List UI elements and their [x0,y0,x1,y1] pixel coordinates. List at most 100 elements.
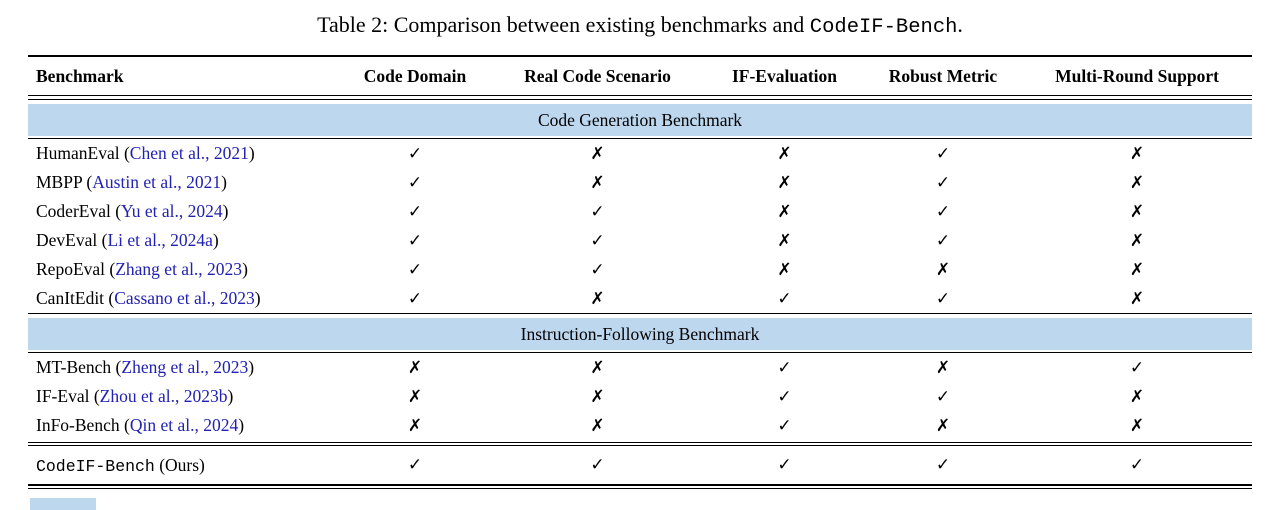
mark-multi-round: ✗ [1129,386,1145,407]
benchmark-label: HumanEval ( [36,143,130,163]
table-row-mbpp: MBPP (Austin et al., 2021) ✓ ✗ ✗ ✓ ✗ [28,168,1252,197]
citation-link[interactable]: Zheng et al., 2023 [121,357,249,377]
citation-link[interactable]: Yu et al., 2024 [121,201,223,221]
mark-robust-metric: ✓ [935,172,951,193]
citation-link[interactable]: Chen et al., 2021 [129,143,249,163]
mark-code-domain: ✓ [407,143,423,164]
mark-robust-metric: ✓ [935,386,951,407]
top-rule [28,55,1252,57]
mark-if-evaluation: ✗ [777,172,792,193]
mark-multi-round: ✗ [1129,172,1145,193]
benchmark-name: CoderEval (Yu et al., 2024) [28,201,340,222]
mark-robust-metric: ✗ [935,259,951,280]
codeif-bench-label: CodeIF-Bench [36,456,155,476]
bottom-rule-2 [28,488,1252,489]
band-rule [28,138,1252,139]
mark-multi-round: ✗ [1129,415,1145,436]
final-divider-rule-2 [28,445,1252,446]
col-header-robust-metric: Robust Metric [888,65,998,86]
benchmark-label-close: ) [254,288,261,308]
benchmark-label: MBPP ( [36,172,93,192]
benchmark-name: MT-Bench (Zheng et al., 2023) [28,357,340,378]
benchmark-label: CoderEval ( [36,201,122,221]
benchmark-label-close: ) [212,230,219,250]
citation-link[interactable]: Zhang et al., 2023 [115,259,243,279]
mark-code-domain: ✓ [407,230,423,251]
next-section-band-stub [30,498,96,510]
benchmark-label-close: ) [227,386,234,406]
benchmark-label-close: ) [221,172,227,192]
benchmark-label-close: ) [222,201,229,221]
mark-if-evaluation: ✗ [777,201,792,222]
mark-multi-round: ✗ [1129,259,1145,280]
mark-code-domain: ✓ [407,259,423,280]
table-row-mt-bench: MT-Bench (Zheng et al., 2023) ✗ ✗ ✓ ✗ ✓ [28,353,1252,382]
mark-robust-metric: ✓ [935,201,951,222]
mark-if-evaluation: ✓ [777,288,792,309]
mark-if-evaluation: ✓ [777,357,792,378]
benchmark-label-close: ) [248,357,255,377]
header-row: Benchmark Code Domain Real Code Scenario… [28,57,1252,95]
benchmark-label-close: ) [238,415,245,435]
benchmark-label-close: ) [248,143,255,163]
section-band-instruction-following: Instruction-Following Benchmark [28,318,1252,350]
benchmark-name: CodeIF-Bench (Ours) [28,455,340,476]
col-header-multi-round-support: Multi-Round Support [1055,65,1219,86]
col-header-real-code-scenario: Real Code Scenario [524,65,671,86]
citation-link[interactable]: Qin et al., 2024 [129,415,239,435]
band-rule [28,352,1252,353]
benchmark-name: IF-Eval (Zhou et al., 2023b) [28,386,340,407]
mark-code-domain: ✗ [407,357,423,378]
mark-robust-metric: ✗ [935,415,951,436]
mark-code-domain: ✓ [407,172,423,193]
mark-code-domain: ✓ [407,201,423,222]
benchmark-name: DevEval (Li et al., 2024a) [28,230,340,251]
section-band-code-generation: Code Generation Benchmark [28,104,1252,136]
mark-real-code-scenario: ✓ [590,455,605,475]
mark-robust-metric: ✓ [935,230,951,251]
table-row-repoeval: RepoEval (Zhang et al., 2023) ✓ ✓ ✗ ✗ ✗ [28,255,1252,284]
mark-code-domain: ✓ [407,288,423,309]
table-row-info-bench: InFo-Bench (Qin et al., 2024) ✗ ✗ ✓ ✗ ✗ [28,411,1252,440]
mark-robust-metric: ✓ [935,455,951,475]
mark-multi-round: ✓ [1129,357,1145,378]
citation-link[interactable]: Li et al., 2024a [107,230,213,250]
mark-real-code-scenario: ✗ [590,172,605,193]
header-rule-2 [28,99,1252,100]
col-header-if-evaluation: IF-Evaluation [731,65,838,86]
mark-multi-round: ✗ [1129,201,1145,222]
mark-code-domain: ✗ [407,386,423,407]
table-row-codeif-bench: CodeIF-Bench (Ours) ✓ ✓ ✓ ✓ ✓ [28,446,1252,484]
mark-real-code-scenario: ✓ [590,230,605,251]
table-row-humaneval: HumanEval (Chen et al., 2021) ✓ ✗ ✗ ✓ ✗ [28,139,1252,168]
mark-multi-round: ✗ [1129,143,1145,164]
mark-robust-metric: ✓ [935,143,951,164]
mark-if-evaluation: ✗ [777,143,792,164]
mark-real-code-scenario: ✗ [590,143,605,164]
benchmark-name: InFo-Bench (Qin et al., 2024) [28,415,340,436]
col-header-code-domain: Code Domain [363,65,467,86]
mark-robust-metric: ✗ [935,357,951,378]
mark-real-code-scenario: ✗ [590,415,605,436]
col-header-benchmark: Benchmark [36,65,124,86]
mark-if-evaluation: ✗ [777,259,792,280]
benchmark-name: HumanEval (Chen et al., 2021) [28,143,340,164]
benchmark-name: RepoEval (Zhang et al., 2023) [28,259,340,280]
mark-real-code-scenario: ✗ [590,386,605,407]
benchmark-label: RepoEval ( [36,259,116,279]
citation-link[interactable]: Zhou et al., 2023b [99,386,228,406]
citation-link[interactable]: Cassano et al., 2023 [114,288,255,308]
mark-if-evaluation: ✓ [777,455,792,475]
final-divider-rule-1 [28,442,1252,443]
benchmark-label: IF-Eval ( [36,386,100,406]
mark-code-domain: ✓ [407,455,423,475]
comparison-table: Benchmark Code Domain Real Code Scenario… [28,55,1252,489]
benchmark-label: DevEval ( [36,230,108,250]
citation-link[interactable]: Austin et al., 2021 [92,172,222,192]
section-divider-rule [28,313,1252,314]
mark-real-code-scenario: ✗ [590,357,605,378]
ours-label: (Ours) [154,454,205,475]
caption-text: Table 2: Comparison between existing ben… [317,12,810,37]
mark-robust-metric: ✓ [935,288,951,309]
